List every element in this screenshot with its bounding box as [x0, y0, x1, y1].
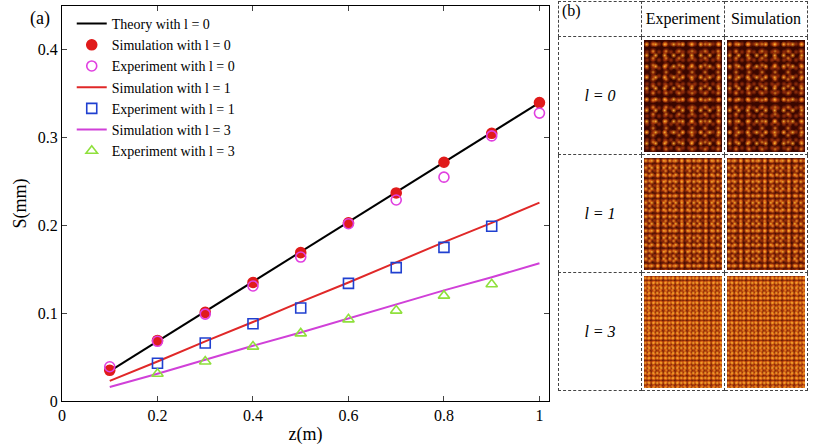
html-text:l = 3: l = 3	[584, 322, 616, 340]
svg-text:0.4: 0.4	[38, 41, 58, 58]
svg-text:Experiment with l = 1: Experiment with l = 1	[112, 102, 235, 117]
svg-text:Simulation with l = 3: Simulation with l = 3	[112, 123, 231, 138]
svg-text:0.4: 0.4	[243, 407, 263, 424]
svg-text:Simulation with l = 1: Simulation with l = 1	[112, 81, 231, 96]
svg-text:Experiment with l = 0: Experiment with l = 0	[112, 59, 235, 74]
svg-text:0.3: 0.3	[38, 129, 58, 146]
html-text:Experiment: Experiment	[645, 10, 721, 27]
svg-text:Experiment with l = 3: Experiment with l = 3	[112, 144, 235, 159]
html-text:l = 0: l = 0	[584, 86, 616, 104]
svg-text:1: 1	[535, 407, 543, 424]
svg-text:S(mm): S(mm)	[10, 178, 31, 228]
svg-text:0.2: 0.2	[38, 217, 58, 234]
html-text:Simulation: Simulation	[730, 10, 802, 27]
html-text:l = 1: l = 1	[584, 204, 616, 222]
svg-text:z(m): z(m)	[289, 424, 323, 445]
svg-text:0.6: 0.6	[338, 407, 358, 424]
svg-text:0.2: 0.2	[147, 407, 167, 424]
svg-text:0: 0	[50, 393, 58, 410]
svg-text:0.8: 0.8	[434, 407, 454, 424]
svg-text:Theory with l = 0: Theory with l = 0	[112, 17, 210, 32]
html-text:(b): (b)	[562, 2, 581, 19]
svg-text:(a): (a)	[30, 8, 50, 29]
svg-text:0: 0	[58, 407, 66, 424]
svg-text:0.1: 0.1	[38, 305, 58, 322]
svg-text:Simulation with l = 0: Simulation with l = 0	[112, 38, 231, 53]
